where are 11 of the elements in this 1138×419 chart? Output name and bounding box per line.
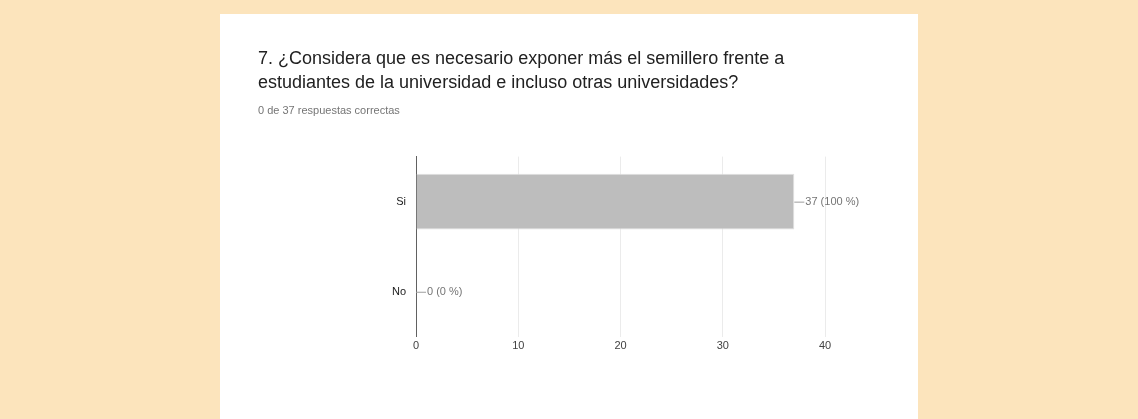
x-tick-label: 30	[716, 339, 729, 352]
x-tick-label: 10	[512, 339, 525, 352]
chart-subtitle: 0 de 37 respuestas correctas	[258, 104, 400, 116]
x-tick-label: 20	[614, 339, 627, 352]
y-tick-label: Si	[396, 194, 406, 207]
data-label: 37 (100 %)	[805, 194, 860, 207]
y-tick-label: No	[391, 284, 406, 297]
x-tick-label: 0	[412, 339, 420, 352]
x-tick-label: 40	[818, 339, 832, 352]
chart-title: 7. ¿Considera que es necesario exponer más el semillero frente a estudiantes de la universidad e incluso otras universidades?	[258, 47, 786, 94]
data-label: 0 (0 %)	[427, 284, 463, 297]
